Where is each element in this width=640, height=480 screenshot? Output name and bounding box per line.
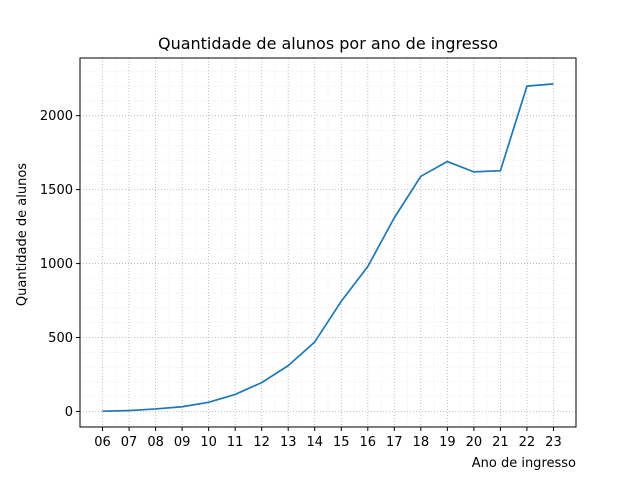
x-tick-label: 09 bbox=[174, 435, 191, 450]
x-tick-label: 18 bbox=[413, 435, 430, 450]
series-line bbox=[102, 83, 554, 413]
x-tick-label: 16 bbox=[360, 435, 377, 450]
x-tick-label: 11 bbox=[227, 435, 244, 450]
x-tick-label: 17 bbox=[386, 435, 403, 450]
chart-title: Quantidade de alunos por ano de ingresso bbox=[158, 34, 498, 53]
minor-grid bbox=[80, 58, 576, 427]
x-tick-label: 14 bbox=[306, 435, 323, 450]
x-tick-label: 15 bbox=[333, 435, 350, 450]
x-tick-label: 13 bbox=[280, 435, 297, 450]
y-tick-label: 0 bbox=[65, 405, 73, 420]
x-tick-label: 19 bbox=[439, 435, 456, 450]
series-layer bbox=[102, 83, 554, 413]
x-tick-label: 23 bbox=[545, 435, 562, 450]
x-tick-label: 07 bbox=[121, 435, 138, 450]
x-tick-label: 22 bbox=[519, 435, 536, 450]
y-axis: 0 500 1000 1500 2000 bbox=[40, 109, 80, 420]
x-axis-label: Ano de ingresso bbox=[472, 456, 576, 471]
x-tick-label: 12 bbox=[253, 435, 270, 450]
y-axis-label: Quantidade de alunos bbox=[15, 163, 30, 306]
y-tick-label: 2000 bbox=[40, 109, 73, 124]
x-axis: 06 07 08 09 10 11 12 13 14 15 16 17 18 19 20 21 22 23 bbox=[94, 427, 562, 450]
major-grid bbox=[80, 58, 576, 427]
x-tick-label: 06 bbox=[94, 435, 111, 450]
plot-frame bbox=[79, 57, 577, 428]
x-tick-label: 10 bbox=[200, 435, 217, 450]
y-tick-label: 1500 bbox=[40, 183, 73, 198]
x-tick-label: 21 bbox=[492, 435, 509, 450]
x-tick-label: 08 bbox=[147, 435, 164, 450]
x-tick-label: 20 bbox=[466, 435, 483, 450]
y-tick-label: 1000 bbox=[40, 257, 73, 272]
y-tick-label: 500 bbox=[48, 331, 73, 346]
